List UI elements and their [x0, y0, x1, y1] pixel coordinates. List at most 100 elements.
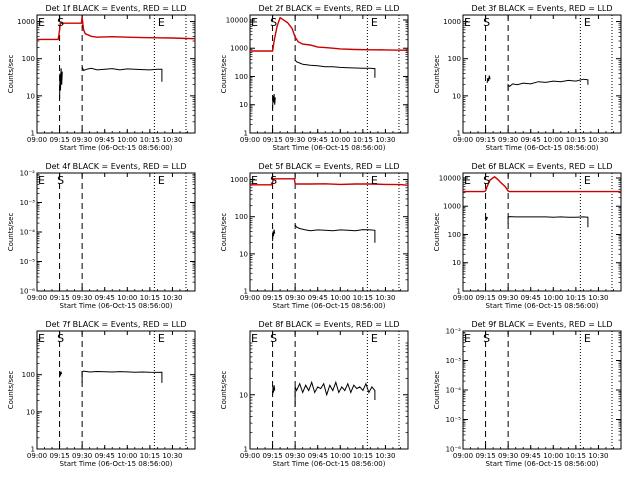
x-tick-label: 09:30	[285, 136, 305, 144]
x-tick-label: 09:15	[475, 294, 495, 302]
y-tick-label: 1	[244, 130, 248, 138]
x-tick-label: 10:15	[566, 294, 586, 302]
y-axis-label: Counts/sec	[7, 371, 15, 410]
y-axis-label: Counts/sec	[433, 371, 441, 410]
marker-E-label: E	[371, 174, 378, 187]
marker-E-label: E	[464, 174, 471, 187]
marker-E-label: E	[464, 332, 471, 345]
x-tick-label: 09:30	[498, 452, 518, 460]
x-tick-label: 09:00	[240, 294, 260, 302]
x-tick-label: 10:30	[375, 136, 395, 144]
x-tick-label: 10:30	[162, 452, 182, 460]
y-tick-label: 1	[457, 288, 461, 296]
x-tick-label: 09:45	[95, 452, 115, 460]
panel-title: Det 2f BLACK = Events, RED = LLD	[258, 4, 399, 13]
y-tick-label: 10⁻⁴	[20, 229, 36, 237]
marker-E-label: E	[38, 332, 45, 345]
y-tick-label: 10	[239, 391, 248, 399]
x-tick-label: 09:00	[453, 294, 473, 302]
y-tick-label: 10⁻⁵	[20, 258, 36, 266]
marker-S-label: S	[483, 174, 490, 187]
y-tick-label: 10⁻⁵	[446, 416, 462, 424]
y-tick-label: 1	[31, 446, 35, 454]
y-tick-label: 10	[239, 250, 248, 258]
marker-E-label: E	[251, 332, 258, 345]
y-tick-label: 1	[244, 446, 248, 454]
x-tick-label: 10:00	[330, 294, 350, 302]
events-rate-line	[81, 66, 163, 82]
x-tick-label: 10:15	[353, 136, 373, 144]
marker-E-label: E	[464, 16, 471, 29]
y-axis-label: Counts/sec	[433, 213, 441, 252]
x-tick-label: 10:30	[375, 294, 395, 302]
plot-frame	[249, 172, 409, 292]
x-tick-label: 09:00	[240, 136, 260, 144]
y-tick-label: 10	[452, 92, 461, 100]
x-axis-label: Start Time (06-Oct-15 08:56:00)	[60, 144, 173, 152]
x-axis-label: Start Time (06-Oct-15 08:56:00)	[60, 302, 173, 310]
x-tick-label: 09:15	[475, 452, 495, 460]
x-tick-label: 10:00	[117, 294, 137, 302]
x-tick-label: 09:30	[285, 294, 305, 302]
x-tick-label: 10:00	[117, 452, 137, 460]
x-tick-label: 09:00	[27, 136, 47, 144]
plot-frame	[249, 14, 409, 134]
y-axis-label: Counts/sec	[7, 213, 15, 252]
marker-E-label: E	[584, 332, 591, 345]
y-tick-label: 10	[26, 92, 35, 100]
marker-E-label: E	[584, 16, 591, 29]
y-tick-label: 100	[235, 73, 248, 81]
x-tick-label: 10:15	[140, 136, 160, 144]
y-tick-label: 10000	[226, 16, 248, 24]
plot-frame	[36, 172, 196, 292]
x-tick-label: 09:00	[453, 452, 473, 460]
panel-title: Det 9f BLACK = Events, RED = LLD	[471, 320, 612, 329]
lld-rate-line	[250, 178, 409, 186]
panel-title: Det 5f BLACK = Events, RED = LLD	[258, 162, 399, 171]
y-tick-label: 100	[448, 55, 461, 63]
y-tick-label: 1000	[443, 18, 461, 26]
y-tick-label: 10⁻²	[20, 170, 36, 178]
x-tick-label: 09:30	[72, 294, 92, 302]
x-tick-label: 09:30	[498, 294, 518, 302]
lld-rate-line	[37, 17, 196, 41]
panel-title: Det 1f BLACK = Events, RED = LLD	[45, 4, 186, 13]
marker-E-label: E	[158, 174, 165, 187]
y-tick-label: 1	[244, 288, 248, 296]
panel-title: Det 3f BLACK = Events, RED = LLD	[471, 4, 612, 13]
marker-E-label: E	[158, 332, 165, 345]
x-tick-label: 10:15	[353, 452, 373, 460]
x-tick-label: 10:15	[353, 294, 373, 302]
y-tick-label: 100	[448, 231, 461, 239]
x-tick-label: 10:00	[543, 452, 563, 460]
y-tick-label: 10	[239, 101, 248, 109]
y-axis-label: Counts/sec	[7, 55, 15, 94]
plot-frame	[249, 330, 409, 450]
x-axis-label: Start Time (06-Oct-15 08:56:00)	[486, 460, 599, 468]
events-rate-line	[485, 216, 489, 222]
x-tick-label: 09:15	[262, 452, 282, 460]
marker-E-label: E	[584, 174, 591, 187]
marker-E-label: E	[371, 332, 378, 345]
panel-title: Det 7f BLACK = Events, RED = LLD	[45, 320, 186, 329]
x-tick-label: 09:15	[262, 294, 282, 302]
events-rate-line	[272, 229, 276, 242]
y-axis-label: Counts/sec	[220, 371, 228, 410]
x-tick-label: 09:30	[72, 452, 92, 460]
y-tick-label: 10⁻²	[446, 328, 462, 336]
x-tick-label: 09:00	[27, 294, 47, 302]
marker-E-label: E	[158, 16, 165, 29]
y-tick-label: 10⁻⁴	[446, 387, 462, 395]
y-axis-label: Counts/sec	[433, 55, 441, 94]
lld-rate-line	[250, 16, 408, 52]
marker-S-label: S	[270, 174, 277, 187]
panel-title: Det 6f BLACK = Events, RED = LLD	[471, 162, 612, 171]
marker-S-label: S	[270, 332, 277, 345]
x-tick-label: 09:00	[240, 452, 260, 460]
x-axis-label: Start Time (06-Oct-15 08:56:00)	[60, 460, 173, 468]
marker-E-label: E	[38, 174, 45, 187]
